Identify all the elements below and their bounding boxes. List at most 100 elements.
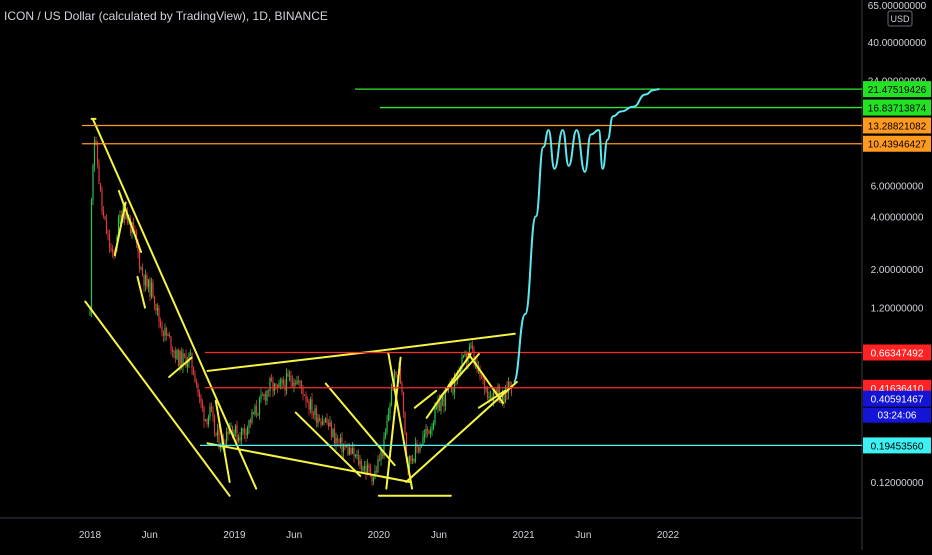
candle-body — [350, 448, 352, 454]
candle-254 — [470, 341, 472, 349]
candle-6 — [98, 159, 100, 185]
candle-63 — [183, 353, 186, 359]
currency-badge[interactable]: USD — [887, 10, 913, 27]
trendline-12[interactable] — [385, 356, 402, 490]
trendline-0[interactable] — [84, 300, 231, 497]
trendline-9[interactable] — [206, 442, 412, 483]
candle-body — [206, 419, 208, 425]
candle-body — [144, 275, 147, 286]
candle-body — [168, 335, 171, 337]
candle-body — [249, 419, 252, 423]
candle-body — [458, 371, 460, 376]
candle-9 — [102, 206, 105, 219]
candle-body — [192, 368, 195, 375]
candle-body — [402, 391, 405, 412]
candle-body — [357, 454, 360, 465]
trendline-15[interactable] — [425, 353, 472, 419]
candle-180 — [359, 454, 361, 470]
candle-body — [269, 378, 271, 391]
candle-154 — [320, 417, 322, 428]
trendline-3[interactable] — [113, 201, 127, 257]
candle-body — [237, 437, 240, 442]
trendline-10[interactable] — [294, 411, 362, 477]
candle-133 — [288, 370, 291, 382]
candle-body — [134, 229, 136, 233]
candle-body — [92, 165, 94, 200]
candle-body — [428, 430, 430, 434]
trendline-6[interactable] — [168, 356, 193, 378]
candle-body — [338, 440, 340, 443]
trendline-18[interactable] — [477, 389, 507, 409]
y-tick-label-0: 65.00000000 — [868, 1, 927, 12]
trendline-19[interactable] — [413, 389, 438, 409]
trendline-20[interactable] — [214, 399, 231, 483]
candle-body — [287, 373, 289, 377]
candle-10 — [104, 215, 106, 221]
candle-body — [371, 475, 373, 482]
candle-189 — [372, 474, 375, 485]
candle-159 — [327, 419, 330, 430]
candle-41 — [150, 277, 153, 300]
candle-body — [162, 332, 165, 336]
candle-43 — [153, 295, 156, 311]
candle-body — [150, 282, 153, 297]
candle-body — [474, 361, 477, 363]
candle-8 — [101, 186, 103, 216]
trendline-5[interactable] — [136, 275, 146, 309]
price-badge-bg — [863, 99, 931, 116]
candle-85 — [216, 423, 219, 443]
candle-body — [305, 395, 307, 401]
candle-body — [152, 282, 154, 297]
candle-156 — [323, 418, 325, 426]
candle-body — [186, 362, 189, 367]
candle-body — [488, 397, 490, 399]
candle-73 — [198, 389, 201, 404]
projection-path[interactable] — [512, 88, 660, 383]
candle-body — [173, 351, 175, 353]
candle-16 — [113, 248, 115, 260]
candle-body — [276, 384, 279, 388]
trendline-8[interactable] — [379, 332, 516, 352]
candle-body — [348, 448, 351, 455]
candle-135 — [291, 375, 294, 388]
candle-body — [278, 382, 280, 388]
candle-body — [143, 274, 145, 286]
candle-body — [95, 140, 97, 144]
trendline-14[interactable] — [405, 380, 518, 483]
candle-2 — [92, 163, 94, 205]
candle-255 — [471, 340, 474, 352]
candle-109 — [252, 411, 255, 415]
candle-body — [380, 450, 382, 461]
candle-body — [279, 382, 282, 384]
price-badge-text: 0.19453560 — [871, 441, 924, 452]
candle-76 — [203, 405, 205, 428]
candle-227 — [429, 426, 432, 439]
candle-165 — [336, 434, 339, 447]
candle-183 — [363, 460, 366, 472]
candle-1 — [90, 197, 93, 318]
candle-98 — [236, 420, 238, 445]
candle-265 — [486, 386, 489, 401]
candle-body — [260, 394, 262, 399]
candle-124 — [275, 383, 277, 390]
candle-body — [333, 429, 336, 444]
candle-138 — [296, 376, 298, 385]
price-badge-4: 0.66347492 — [863, 344, 931, 361]
y-tick-label-1: 40.00000000 — [868, 38, 927, 49]
candle-body — [302, 387, 304, 395]
candle-151 — [315, 405, 318, 428]
countdown-bg — [863, 407, 931, 423]
trendline-7[interactable] — [206, 349, 382, 372]
price-badge-bg — [863, 344, 931, 361]
trendline-13[interactable] — [387, 351, 414, 490]
candle-body — [431, 428, 433, 430]
trendline-11[interactable] — [324, 382, 396, 467]
candle-263 — [483, 375, 486, 396]
candle-body — [482, 376, 484, 379]
candle-209 — [402, 391, 405, 418]
trendline-1[interactable] — [91, 117, 258, 490]
candle-body — [200, 396, 202, 403]
trendline-4[interactable] — [117, 189, 143, 254]
